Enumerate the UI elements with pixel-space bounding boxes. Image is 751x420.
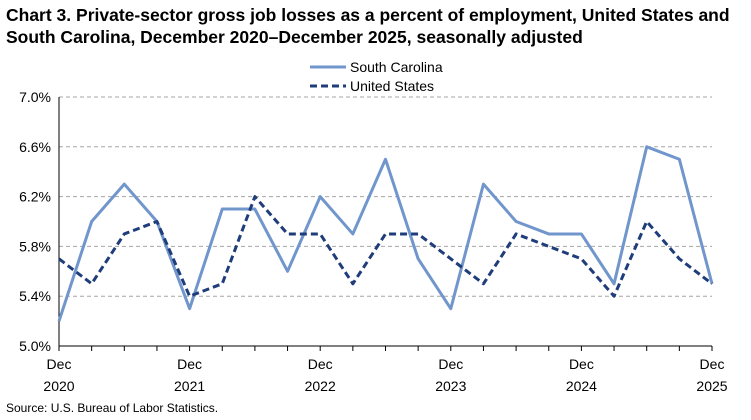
x-tick-label-month: Dec — [438, 356, 463, 372]
axes: 5.0% 5.4% 5.8% 6.2% 6.6% 7.0% Dec 2020 Dec 2021 De… — [19, 89, 728, 394]
x-tick-label-month: Dec — [700, 356, 725, 372]
y-tick-label: 5.4% — [19, 288, 51, 304]
x-tick-label-year: 2024 — [566, 378, 597, 394]
legend-label: United States — [350, 78, 434, 94]
chart-title: Chart 3. Private-sector gross job losses… — [6, 5, 730, 47]
y-tick-label: 7.0% — [19, 89, 51, 105]
y-tick-label: 5.8% — [19, 238, 51, 254]
source-note: Source: U.S. Bureau of Labor Statistics. — [6, 401, 219, 415]
legend: South Carolina United States — [310, 59, 443, 94]
x-tick-label-year: 2025 — [696, 378, 727, 394]
x-tick-label-year: 2022 — [305, 378, 336, 394]
x-tick-label-month: Dec — [47, 356, 72, 372]
series-line-south-carolina — [57, 145, 714, 322]
y-tick-label: 6.6% — [19, 139, 51, 155]
y-tick-label: 5.0% — [19, 338, 51, 354]
y-tick-label: 6.2% — [19, 189, 51, 205]
x-tick-label-month: Dec — [569, 356, 594, 372]
x-tick-label-month: Dec — [308, 356, 333, 372]
x-tick-label-year: 2023 — [435, 378, 466, 394]
grid-lines — [59, 96, 712, 297]
series-lines — [57, 145, 714, 322]
x-tick-label-year: 2020 — [43, 378, 74, 394]
legend-label: South Carolina — [350, 59, 443, 75]
x-tick-label-month: Dec — [177, 356, 202, 372]
x-tick-label-year: 2021 — [174, 378, 205, 394]
